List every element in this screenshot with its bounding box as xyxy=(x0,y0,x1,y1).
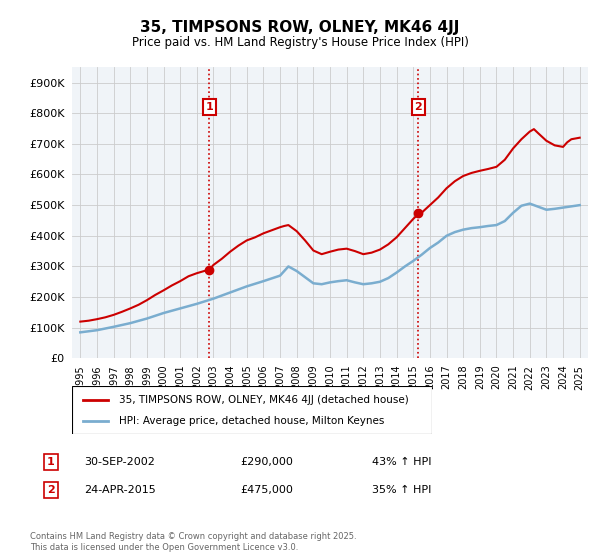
Text: Contains HM Land Registry data © Crown copyright and database right 2025.
This d: Contains HM Land Registry data © Crown c… xyxy=(30,532,356,552)
Text: 43% ↑ HPI: 43% ↑ HPI xyxy=(372,457,431,467)
Text: HPI: Average price, detached house, Milton Keynes: HPI: Average price, detached house, Milt… xyxy=(119,416,384,426)
Text: Price paid vs. HM Land Registry's House Price Index (HPI): Price paid vs. HM Land Registry's House … xyxy=(131,36,469,49)
Text: 24-APR-2015: 24-APR-2015 xyxy=(84,485,156,495)
Text: 30-SEP-2002: 30-SEP-2002 xyxy=(84,457,155,467)
Text: 2: 2 xyxy=(415,102,422,112)
Text: 35% ↑ HPI: 35% ↑ HPI xyxy=(372,485,431,495)
Text: 35, TIMPSONS ROW, OLNEY, MK46 4JJ (detached house): 35, TIMPSONS ROW, OLNEY, MK46 4JJ (detac… xyxy=(119,395,409,405)
FancyBboxPatch shape xyxy=(72,386,432,434)
Text: £290,000: £290,000 xyxy=(240,457,293,467)
Text: 2: 2 xyxy=(47,485,55,495)
Text: £475,000: £475,000 xyxy=(240,485,293,495)
Text: 35, TIMPSONS ROW, OLNEY, MK46 4JJ: 35, TIMPSONS ROW, OLNEY, MK46 4JJ xyxy=(140,20,460,35)
Text: 1: 1 xyxy=(205,102,213,112)
Text: 1: 1 xyxy=(47,457,55,467)
